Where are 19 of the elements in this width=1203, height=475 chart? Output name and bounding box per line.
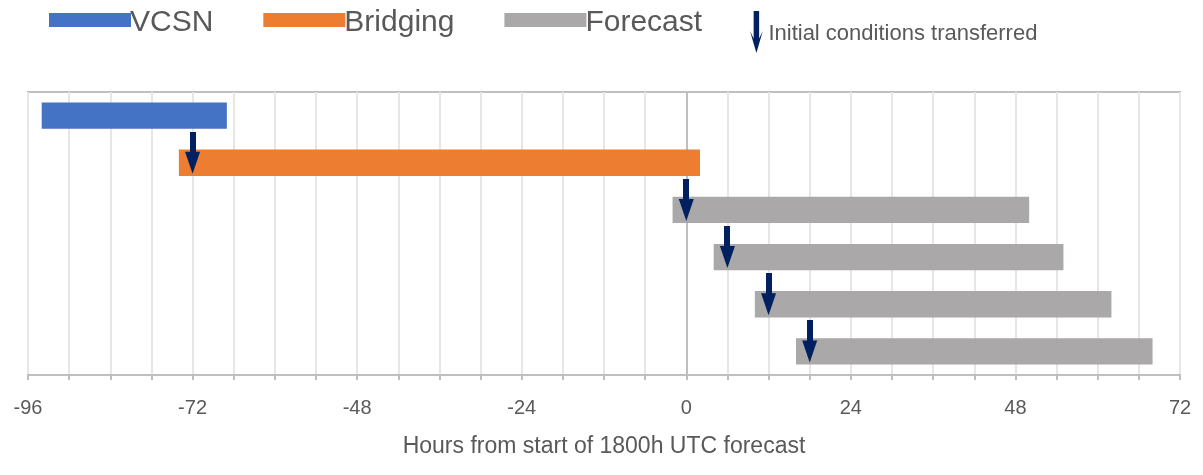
x-tick-label: -24 [507,396,537,418]
legend-label: VCSN [130,3,214,37]
bar [672,196,1030,224]
bar [178,149,700,176]
x-tick-label: 72 [1168,396,1192,418]
x-tick-label: 24 [839,396,862,418]
x-tick-label: 0 [680,396,692,418]
x-axis-title: Hours from start of 1800h UTC forecast [402,431,806,458]
legend-label: Initial conditions transferred [768,19,1038,45]
x-tick-label: -48 [342,396,372,418]
bar [713,243,1064,271]
x-tick-label: 48 [1004,396,1027,418]
x-tick-label: -72 [178,396,208,418]
bar [754,291,1112,318]
legend-label: Forecast [585,3,703,37]
x-tick-label: -96 [13,396,43,418]
bar [41,102,227,129]
legend-label: Bridging [344,3,455,37]
bar [796,338,1153,365]
